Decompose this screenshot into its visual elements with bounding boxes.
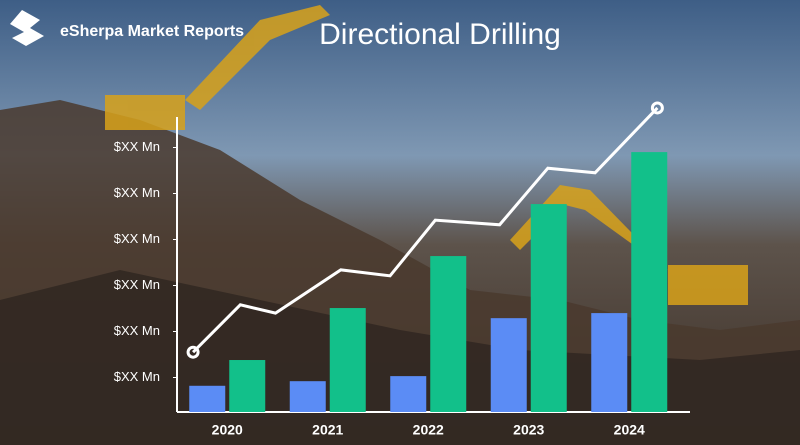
bar xyxy=(229,360,266,412)
y-tick-label: $XX Mn xyxy=(114,323,160,338)
logo-icon xyxy=(10,10,44,46)
bar xyxy=(189,385,226,412)
bar xyxy=(530,204,567,412)
brand: eSherpa Market Reports xyxy=(60,23,244,40)
y-tick-label: $XX Mn xyxy=(114,231,160,246)
chart-title: Directional Drilling xyxy=(319,18,561,51)
bar xyxy=(329,308,366,412)
trend-line xyxy=(192,106,659,354)
trend-endpoint xyxy=(186,345,200,359)
bar xyxy=(490,318,527,412)
trend-endpoint xyxy=(650,101,664,115)
logo: eSherpa Market Reports xyxy=(10,10,244,46)
y-tick-label: $XX Mn xyxy=(114,277,160,292)
y-tick-label: $XX Mn xyxy=(114,185,160,200)
bar xyxy=(289,381,326,412)
y-tick-label: $XX Mn xyxy=(114,369,160,384)
bar xyxy=(591,313,628,412)
x-tick-label: 2020 xyxy=(212,422,243,438)
x-tick-label: 2021 xyxy=(312,422,343,438)
x-tick-label: 2024 xyxy=(614,422,645,438)
x-tick-label: 2022 xyxy=(413,422,444,438)
bar xyxy=(390,376,427,412)
bar xyxy=(631,152,668,412)
x-tick-label: 2023 xyxy=(513,422,544,438)
y-tick-label: $XX Mn xyxy=(114,139,160,154)
bar xyxy=(430,256,467,412)
